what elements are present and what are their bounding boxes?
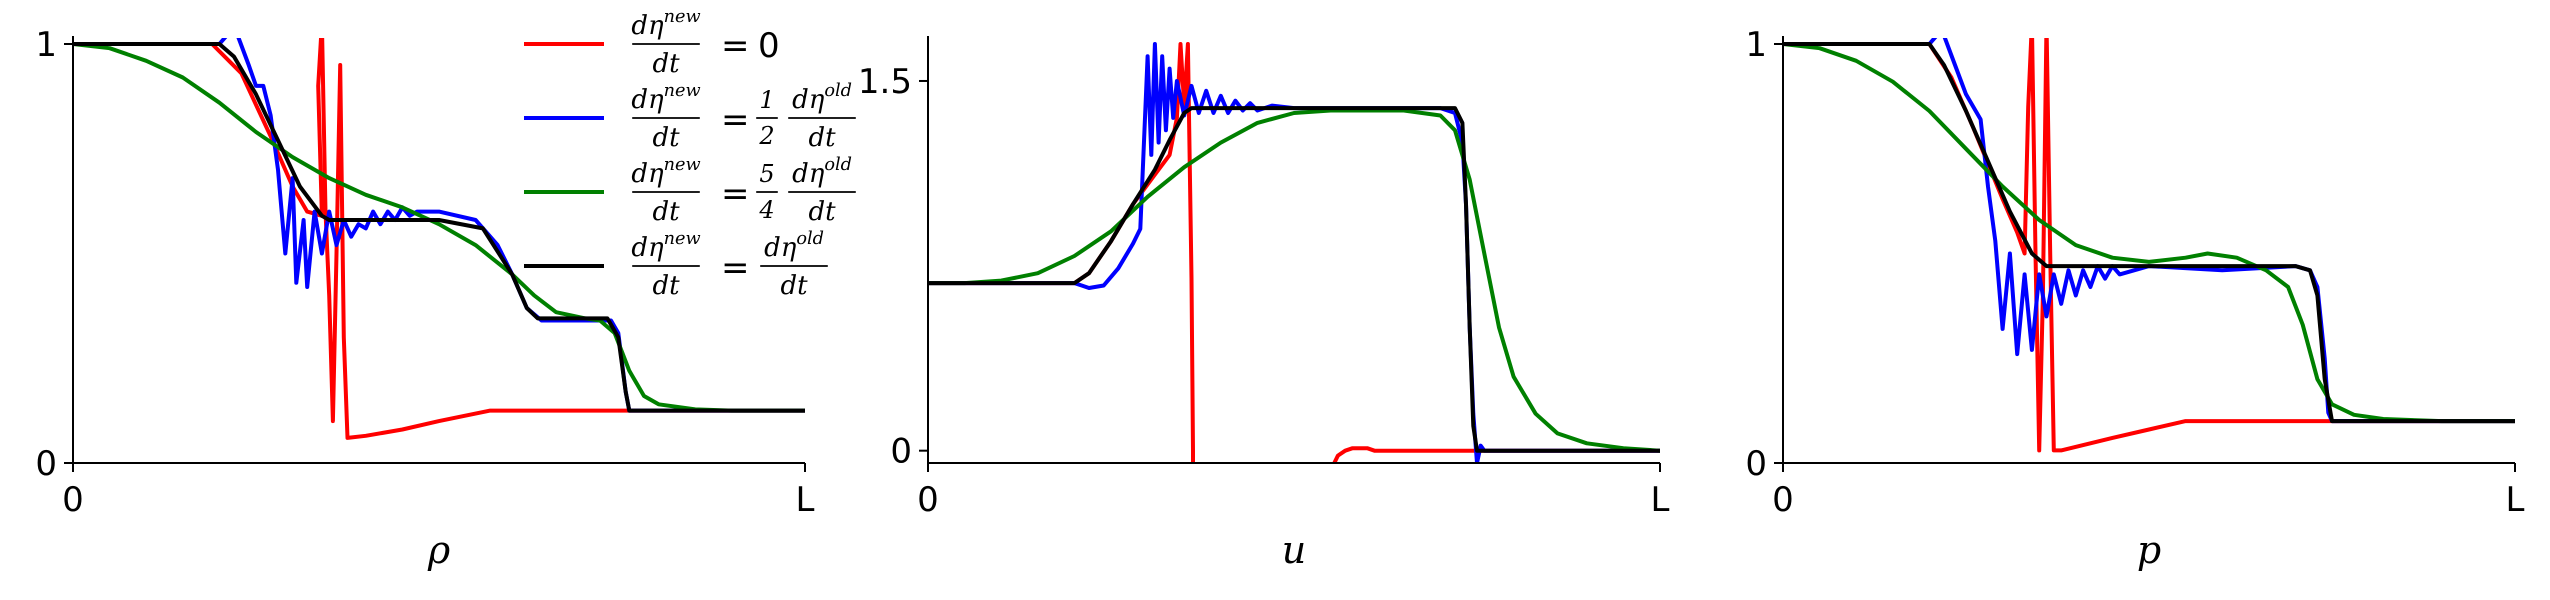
y-tick-label: 1.5 <box>858 62 912 102</box>
fraction-numerator: dηold <box>792 155 852 189</box>
fraction-numerator: dηnew <box>631 7 700 41</box>
series-group <box>928 42 1660 463</box>
fraction-denominator: dt <box>652 271 680 301</box>
legend-rhs-fraction: dηold dt <box>788 81 856 153</box>
chart-panel-p: 0 L 0 1 p <box>1745 25 2525 572</box>
y-tick-label: 0 <box>890 432 912 472</box>
x-tick-label: 0 <box>62 480 84 520</box>
legend-entry-black: dηnew dt = dηold dt <box>524 229 828 301</box>
x-tick-label: 0 <box>917 480 939 520</box>
series-line-black <box>1783 42 2515 424</box>
legend-lhs-fraction: dηnew dt <box>631 155 700 227</box>
legend-lhs-fraction: dηnew dt <box>631 229 700 301</box>
fraction-denominator: dt <box>808 197 836 227</box>
legend-equals: = <box>721 26 750 66</box>
y-tick-label: 1 <box>1745 25 1767 65</box>
legend-equals: = <box>721 100 750 140</box>
series-line-green <box>73 42 805 413</box>
legend-coefficient: 54 <box>756 160 778 224</box>
fraction-denominator: dt <box>652 123 680 153</box>
series-line-black <box>73 42 805 413</box>
series-line-red <box>1332 446 1660 463</box>
fraction-denominator: dt <box>652 49 680 79</box>
fraction-denominator: dt <box>652 197 680 227</box>
x-axis-label-u: u <box>1282 528 1306 572</box>
legend-lhs-fraction: dηnew dt <box>631 7 700 79</box>
x-tick-label: L <box>1651 480 1670 520</box>
x-tick-label: 0 <box>1772 480 1794 520</box>
series-line-black <box>928 106 1660 453</box>
fraction-numerator: dηold <box>792 81 852 115</box>
fraction-numerator: dηnew <box>631 81 700 115</box>
series-line-green <box>928 108 1660 453</box>
y-tick-label: 0 <box>35 444 57 484</box>
fraction-numerator: 5 <box>759 160 774 188</box>
legend-equals: = <box>721 174 750 214</box>
legend-coefficient: 12 <box>756 86 778 150</box>
series-line-red <box>73 38 805 440</box>
fraction-numerator: 1 <box>759 86 774 114</box>
fraction-denominator: dt <box>780 271 808 301</box>
series-line-blue <box>1783 38 2515 424</box>
legend-entry-red: dηnew dt = 0 <box>524 7 780 79</box>
legend-rhs-fraction: dηold dt <box>788 155 856 227</box>
legend-lhs-fraction: dηnew dt <box>631 81 700 153</box>
x-axis-label-rho: ρ <box>427 528 451 572</box>
series-group <box>1783 38 2515 453</box>
fraction-denominator: dt <box>808 123 836 153</box>
y-tick-label: 0 <box>1745 444 1767 484</box>
x-tick-label: L <box>2506 480 2525 520</box>
chart-panel-rho: 0 L 0 1 ρ <box>35 25 815 572</box>
fraction-denominator: 4 <box>758 196 774 224</box>
fraction-numerator: dηnew <box>631 229 700 263</box>
chart-panel-u: 0 L 0 1.5 u <box>858 36 1670 572</box>
series-group <box>73 38 805 440</box>
legend-rhs-fraction: dηold dt <box>760 229 828 301</box>
fraction-numerator: dηold <box>764 229 824 263</box>
fraction-numerator: dηnew <box>631 155 700 189</box>
fraction-denominator: 2 <box>758 122 774 150</box>
legend-equals: = <box>721 248 750 288</box>
y-tick-label: 1 <box>35 25 57 65</box>
series-line-red <box>1783 38 2515 453</box>
legend-rhs-value: 0 <box>758 26 780 66</box>
x-tick-label: L <box>796 480 815 520</box>
series-line-green <box>1783 42 2515 424</box>
x-axis-label-p: p <box>2137 528 2161 572</box>
